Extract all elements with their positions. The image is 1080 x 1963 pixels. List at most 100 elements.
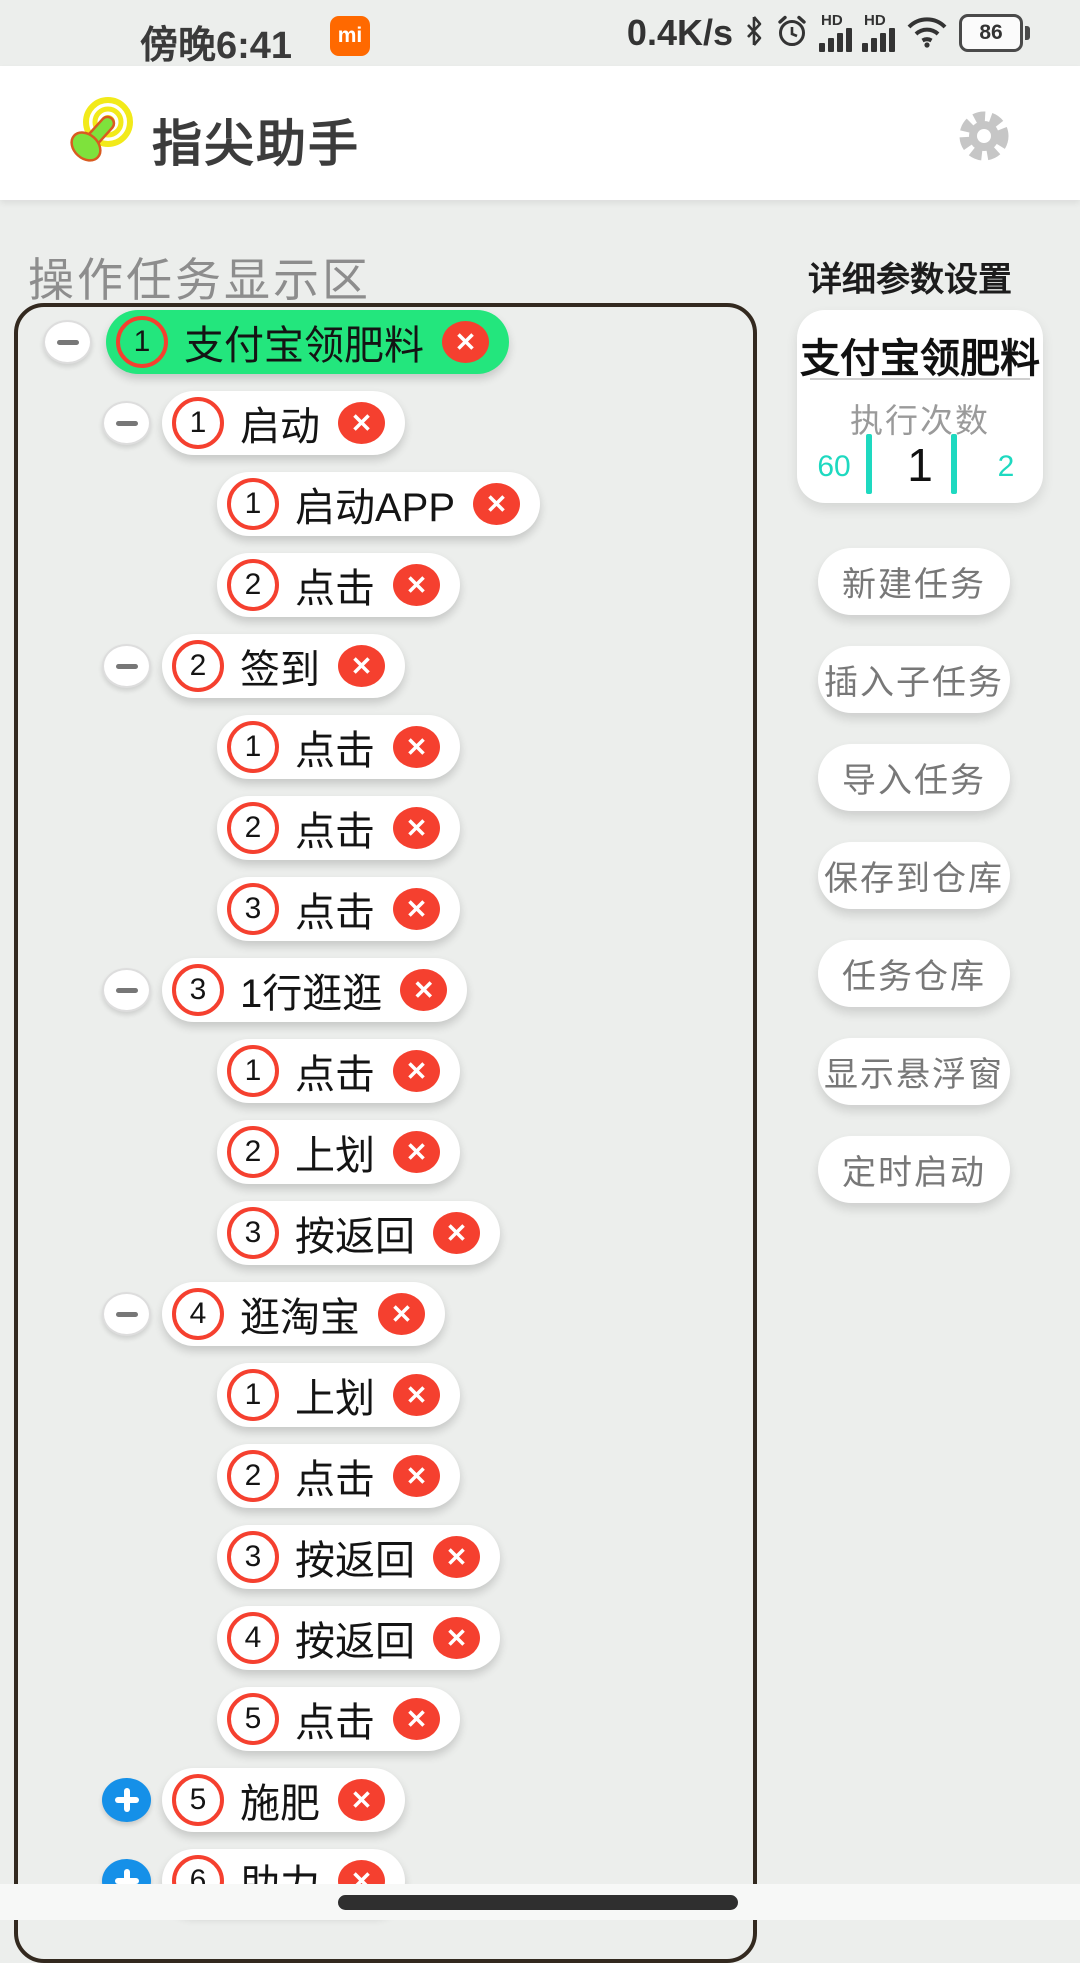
x-icon: ✕	[405, 894, 428, 924]
task-label: 按返回	[295, 1539, 415, 1583]
task-pill[interactable]: 4 按返回 ✕	[217, 1606, 500, 1670]
task-node-row: 1 上划 ✕	[18, 1363, 753, 1427]
delete-task-button[interactable]: ✕	[393, 1050, 440, 1092]
x-icon: ✕	[454, 327, 477, 357]
save-to-repo-button[interactable]: 保存到仓库	[818, 842, 1010, 909]
x-icon: ✕	[412, 975, 435, 1005]
step-number-badge: 3	[227, 1207, 279, 1259]
delete-task-button[interactable]: ✕	[393, 1374, 440, 1416]
step-number-badge: 2	[172, 640, 224, 692]
collapse-button[interactable]	[102, 1292, 151, 1336]
x-icon: ✕	[485, 489, 508, 519]
task-node-row: 1 点击 ✕	[18, 1039, 753, 1103]
exec-count-next-value[interactable]: 2	[997, 450, 1015, 483]
task-pill[interactable]: 5 点击 ✕	[217, 1687, 460, 1751]
x-icon: ✕	[405, 1137, 428, 1167]
new-task-button[interactable]: 新建任务	[818, 548, 1010, 615]
sim1-signal-icon: HD	[819, 13, 852, 52]
x-icon: ✕	[445, 1542, 468, 1572]
delete-task-button[interactable]: ✕	[393, 564, 440, 606]
task-pill[interactable]: 3 按返回 ✕	[217, 1201, 500, 1265]
task-node-row: 5 点击 ✕	[18, 1687, 753, 1751]
task-label: 按返回	[295, 1215, 415, 1259]
step-number-badge: 4	[227, 1612, 279, 1664]
timed-start-button[interactable]: 定时启动	[818, 1136, 1010, 1203]
task-label: 启动APP	[295, 486, 456, 530]
x-icon: ✕	[405, 1380, 428, 1410]
insert-subtask-button[interactable]: 插入子任务	[818, 646, 1010, 713]
task-pill[interactable]: 2 点击 ✕	[217, 553, 460, 617]
task-pill[interactable]: 1 启动APP ✕	[217, 472, 541, 536]
task-node-row: 3 按返回 ✕	[18, 1201, 753, 1265]
task-area-title: 操作任务显示区	[28, 254, 371, 306]
delete-task-button[interactable]: ✕	[393, 1698, 440, 1740]
exec-count-prev-value[interactable]: 60	[817, 450, 851, 483]
delete-task-button[interactable]: ✕	[473, 483, 521, 525]
home-indicator[interactable]	[338, 1895, 738, 1910]
expand-button[interactable]	[102, 1778, 151, 1822]
step-number-badge: 1	[227, 721, 279, 773]
step-number-badge: 1	[116, 316, 168, 368]
delete-task-button[interactable]: ✕	[433, 1536, 480, 1578]
x-icon: ✕	[350, 1785, 373, 1815]
delete-task-button[interactable]: ✕	[400, 969, 448, 1011]
task-pill[interactable]: 4 逛淘宝 ✕	[162, 1282, 445, 1346]
task-label: 启动	[240, 405, 320, 449]
delete-task-button[interactable]: ✕	[393, 726, 440, 768]
settings-button[interactable]	[952, 104, 1016, 168]
task-repo-button[interactable]: 任务仓库	[818, 940, 1010, 1007]
battery-percent-text: 86	[979, 21, 1003, 44]
collapse-button[interactable]	[102, 968, 151, 1012]
import-task-button[interactable]: 导入任务	[818, 744, 1010, 811]
hd-badge: HD	[864, 12, 886, 29]
step-number-badge: 5	[227, 1693, 279, 1745]
collapse-button[interactable]	[102, 401, 151, 445]
collapse-button[interactable]	[43, 320, 92, 364]
delete-task-button[interactable]: ✕	[393, 807, 440, 849]
app-title: 指尖助手	[152, 116, 360, 172]
task-pill[interactable]: 1 启动 ✕	[162, 391, 405, 455]
task-pill[interactable]: 5 施肥 ✕	[162, 1768, 405, 1832]
task-pill[interactable]: 2 签到 ✕	[162, 634, 405, 698]
task-pill[interactable]: 2 点击 ✕	[217, 796, 460, 860]
step-number-badge: 2	[227, 1450, 279, 1502]
task-node-row: 3 按返回 ✕	[18, 1525, 753, 1589]
step-number-badge: 1	[227, 478, 279, 530]
delete-task-button[interactable]: ✕	[393, 888, 440, 930]
task-pill[interactable]: 2 点击 ✕	[217, 1444, 460, 1508]
task-pill[interactable]: 1 支付宝领肥料 ✕	[106, 310, 509, 374]
network-speed-text: 0.4K/s	[626, 12, 733, 53]
delete-task-button[interactable]: ✕	[393, 1455, 440, 1497]
task-node-row: 2 点击 ✕	[18, 553, 753, 617]
delete-task-button[interactable]: ✕	[433, 1212, 480, 1254]
task-pill[interactable]: 3 1行逛逛 ✕	[162, 958, 468, 1022]
x-icon: ✕	[445, 1623, 468, 1653]
delete-task-button[interactable]: ✕	[378, 1293, 425, 1335]
show-float-window-button[interactable]: 显示悬浮窗	[818, 1038, 1010, 1105]
alarm-icon	[775, 14, 809, 53]
task-label: 点击	[295, 1701, 375, 1745]
step-number-badge: 1	[172, 397, 224, 449]
delete-task-button[interactable]: ✕	[338, 1779, 385, 1821]
task-node-row: 4 逛淘宝 ✕	[18, 1282, 753, 1346]
delete-task-button[interactable]: ✕	[442, 321, 489, 363]
delete-task-button[interactable]: ✕	[338, 402, 385, 444]
exec-count-selected-value[interactable]: 1	[907, 439, 933, 491]
task-label: 点击	[295, 1053, 375, 1097]
task-node-row: 4 按返回 ✕	[18, 1606, 753, 1670]
x-icon: ✕	[350, 651, 373, 681]
task-pill[interactable]: 3 点击 ✕	[217, 877, 460, 941]
task-pill[interactable]: 1 点击 ✕	[217, 715, 460, 779]
task-node-row: 2 上划 ✕	[18, 1120, 753, 1184]
delete-task-button[interactable]: ✕	[433, 1617, 480, 1659]
task-pill[interactable]: 1 上划 ✕	[217, 1363, 460, 1427]
delete-task-button[interactable]: ✕	[338, 645, 385, 687]
delete-task-button[interactable]: ✕	[393, 1131, 440, 1173]
step-number-badge: 3	[227, 883, 279, 935]
task-pill[interactable]: 1 点击 ✕	[217, 1039, 460, 1103]
collapse-button[interactable]	[102, 644, 151, 688]
step-number-badge: 1	[227, 1045, 279, 1097]
task-pill[interactable]: 2 上划 ✕	[217, 1120, 460, 1184]
task-pill[interactable]: 3 按返回 ✕	[217, 1525, 500, 1589]
exec-count-picker[interactable]: 60 1 2	[797, 434, 1043, 494]
